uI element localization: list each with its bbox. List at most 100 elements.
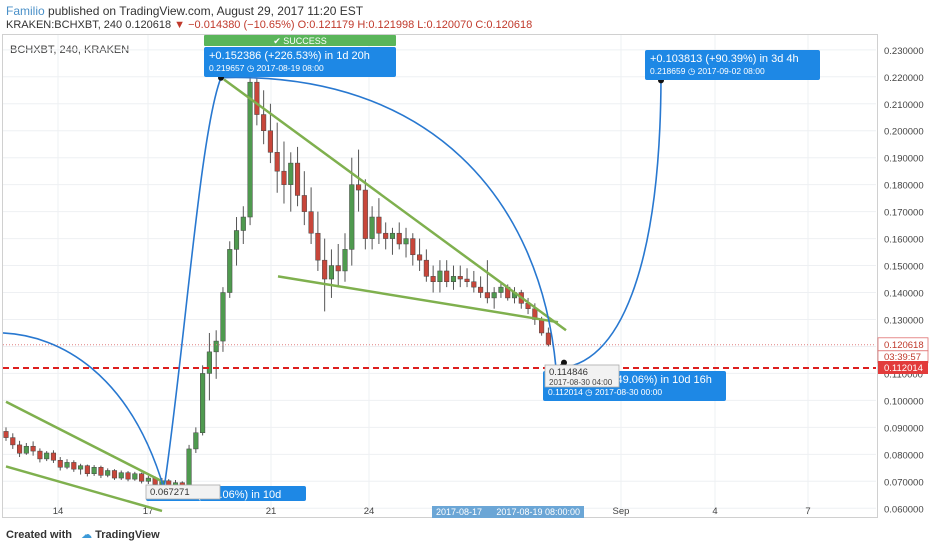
annotation-projection-text: +0.103813 (+90.39%) in 3d 4h	[650, 53, 799, 65]
candle-down	[111, 470, 118, 479]
tradingview-cloud-icon: ☁	[81, 529, 93, 541]
x-tick-label: 24	[364, 506, 375, 517]
y-tick-label: 0.150000	[884, 262, 924, 273]
candle-down	[3, 431, 9, 438]
candle-up	[206, 351, 212, 374]
candle-up	[44, 452, 50, 460]
wedge-resistance-line	[223, 78, 567, 332]
success-badge	[204, 35, 396, 46]
y-tick-label: 0.180000	[884, 181, 924, 192]
candle-down	[125, 472, 131, 480]
annotation-rise-text: +0.152386 (+226.53%) in 1d 20h	[209, 50, 370, 62]
candle-up	[227, 249, 233, 293]
last-price: 0.120618	[125, 19, 172, 31]
x-tick-label: Sep	[613, 506, 630, 517]
created-with-label: Created with	[6, 529, 73, 541]
candle-down	[539, 319, 545, 334]
projection-arc-decline	[220, 76, 557, 369]
y-tick-label: 0.080000	[884, 450, 924, 461]
y-tick-label: 0.170000	[884, 208, 924, 219]
candle-down	[545, 332, 551, 346]
tradingview-brand[interactable]: TradingView	[95, 529, 160, 541]
countdown-tag-text: 03:39:57	[884, 352, 921, 363]
candle-up	[450, 276, 457, 282]
wedge-support-line	[277, 275, 559, 324]
y-tick-label: 0.160000	[884, 235, 924, 246]
x-tick-label: 4	[712, 506, 717, 517]
symbol-quote-line: KRAKEN:BCHXBT, 240 0.120618 ▼ −0.014380 …	[6, 19, 532, 31]
candle-up	[132, 473, 138, 480]
candle-down	[98, 467, 104, 476]
candle-up	[247, 81, 253, 218]
candle-up	[403, 238, 409, 245]
candle-down	[50, 452, 57, 461]
candle-up	[389, 232, 396, 239]
x-tick-label: 17	[143, 506, 154, 517]
annotation-projection	[645, 50, 820, 80]
candle-up	[498, 286, 504, 293]
candle-down	[410, 238, 416, 256]
tooltip-low-value: 0.067271	[150, 487, 190, 498]
candle-up	[213, 340, 219, 353]
y-tick-label: 0.100000	[884, 396, 924, 407]
x-axis-range-end: 2017-08-19 08:00:00	[496, 507, 580, 517]
candle-down	[10, 437, 16, 446]
candle-down	[478, 286, 484, 293]
trendline-upper-left	[5, 400, 163, 483]
tooltip-price	[544, 364, 620, 388]
level-price-tag	[878, 360, 928, 374]
y-tick-label: 0.220000	[884, 73, 924, 84]
x-axis-range-start: 2017-08-17	[436, 507, 482, 517]
candle-down	[57, 460, 63, 468]
candle-down	[322, 259, 328, 280]
y-tick-label: 0.230000	[884, 46, 924, 57]
candle-down	[423, 259, 429, 277]
candle-down	[471, 281, 477, 288]
level-price-tag-text: 0.112014	[884, 363, 923, 374]
trendline-lower-left	[5, 465, 163, 513]
y-tick-label: 0.070000	[884, 477, 924, 488]
candle-down	[274, 152, 280, 172]
x-tick-label: 7	[805, 506, 810, 517]
candle-up	[193, 432, 199, 450]
candle-up	[105, 470, 111, 476]
tooltip-price-value: 0.114846	[549, 367, 588, 378]
candle-down	[84, 465, 90, 474]
candle-up	[186, 448, 192, 488]
candle-up	[64, 462, 70, 468]
candle-up	[145, 477, 151, 482]
tooltip-low	[145, 484, 221, 500]
candle-down	[315, 232, 321, 261]
publish-header: Familio published on TradingView.com, Au…	[0, 0, 932, 34]
annotation-projection-text: 0.218659 ◷ 2017-09-02 08:00	[650, 66, 765, 76]
y-tick-label: 0.200000	[884, 127, 924, 138]
candle-up	[437, 270, 443, 282]
candle-down	[457, 276, 463, 280]
y-tick-label: 0.210000	[884, 100, 924, 111]
candle-up	[23, 445, 29, 454]
annotation-rise	[204, 47, 396, 77]
candle-up	[491, 292, 497, 299]
candle-down	[301, 195, 307, 212]
candle-up	[200, 373, 206, 434]
author-link[interactable]: Familio	[6, 4, 45, 18]
candle-down	[254, 81, 260, 115]
price-change: −0.014380 (−10.65%)	[188, 19, 295, 31]
candle-down	[71, 462, 77, 470]
projection-arc-rise	[163, 77, 222, 489]
x-axis-range-highlight	[432, 506, 584, 518]
projection-arc-left	[2, 332, 165, 489]
projection-arc-future	[555, 80, 662, 369]
candle-up	[118, 472, 124, 479]
x-tick-label: 14	[53, 506, 64, 517]
ohlc-values: O:0.121179 H:0.121998 L:0.120070 C:0.120…	[297, 19, 533, 31]
candle-up	[328, 265, 334, 280]
candle-down	[383, 232, 389, 239]
candle-down	[281, 170, 287, 185]
footer: Created with ☁ TradingView	[6, 528, 160, 541]
candle-down	[267, 130, 273, 153]
candle-down	[417, 254, 423, 261]
candle-down	[396, 232, 402, 245]
tooltip-price-date: 2017-08-30 04:00	[549, 378, 613, 387]
